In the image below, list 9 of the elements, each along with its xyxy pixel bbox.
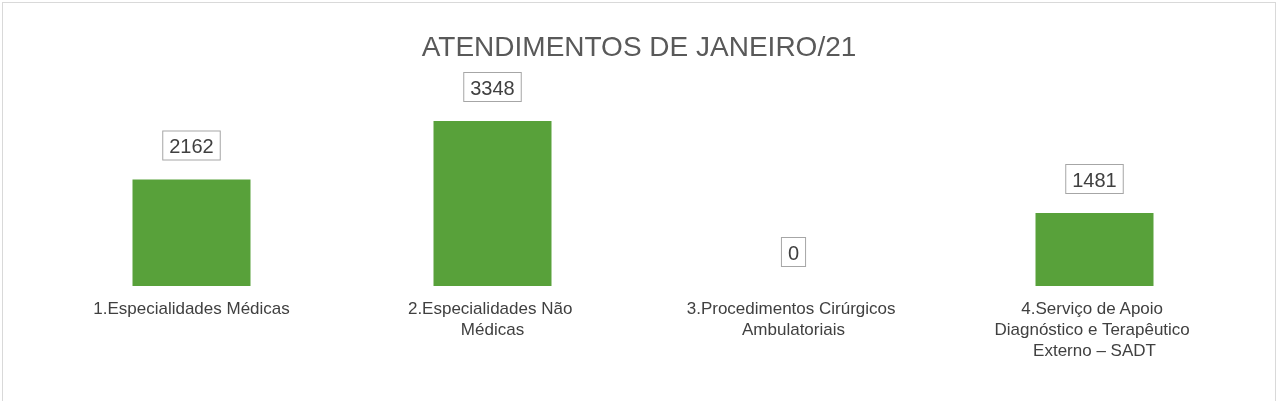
- data-label: 2162: [169, 135, 214, 158]
- data-label: 3348: [470, 77, 515, 99]
- x-tick-label: 3.Procedimentos Cirúrgicos Ambulatoriais: [686, 299, 901, 339]
- chart-title: ATENDIMENTOS DE JANEIRO/21: [421, 30, 857, 62]
- x-tick-label: 1.Especialidades Médicas: [93, 299, 290, 318]
- data-label: 0: [787, 242, 800, 264]
- x-tick-label: 4.Serviço de Apoio Diagnóstico e Terapêutico Externo – SADT: [994, 299, 1195, 360]
- x-tick-label: 2.Especialidades Não Médicas: [407, 299, 578, 339]
- data-label: 1481: [1072, 169, 1117, 192]
